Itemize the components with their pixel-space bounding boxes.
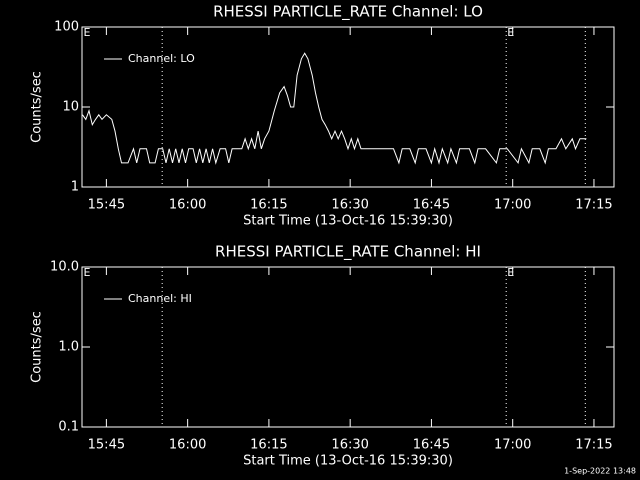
x-tick-label: 16:30 — [331, 198, 368, 213]
data-line — [82, 52, 587, 165]
y-tick-label: 10 — [62, 100, 79, 115]
x-tick-label: 16:30 — [331, 438, 368, 453]
x-tick-label: 15:45 — [88, 438, 125, 453]
x-tick-label: 16:15 — [250, 198, 287, 213]
x-axis-label: Start Time (13-Oct-16 15:39:30) — [243, 454, 453, 469]
chart-title: RHESSI PARTICLE_RATE Channel: HI — [215, 243, 481, 262]
legend-label: Channel: HI — [128, 292, 192, 305]
x-tick-label: 17:00 — [494, 198, 531, 213]
annotation: E — [84, 266, 91, 279]
footer: 1-Sep-2022 13:48 — [564, 467, 636, 476]
x-tick-label: 16:00 — [169, 438, 206, 453]
x-tick-label: 16:15 — [250, 438, 287, 453]
y-tick-label: 1.0 — [58, 340, 79, 355]
y-tick-label: 100 — [54, 20, 79, 35]
y-axis-label: Counts/sec — [30, 311, 45, 383]
y-tick-label: 0.1 — [58, 420, 79, 435]
x-tick-label: 15:45 — [88, 198, 125, 213]
x-tick-label: 17:00 — [494, 438, 531, 453]
x-axis-label: Start Time (13-Oct-16 15:39:30) — [243, 214, 453, 229]
x-tick-label: 16:00 — [169, 198, 206, 213]
x-tick-label: 16:45 — [413, 198, 450, 213]
y-tick-label: 10.0 — [50, 260, 79, 275]
annotation: E — [84, 26, 91, 39]
y-axis-label: Counts/sec — [30, 71, 45, 143]
chart-title: RHESSI PARTICLE_RATE Channel: LO — [213, 3, 483, 22]
x-tick-label: 17:15 — [575, 438, 612, 453]
y-tick-label: 1 — [71, 180, 79, 195]
x-tick-label: 17:15 — [575, 198, 612, 213]
annotation: E — [507, 26, 514, 39]
x-tick-label: 16:45 — [413, 438, 450, 453]
annotation: E — [507, 266, 514, 279]
legend-label: Channel: LO — [128, 52, 195, 65]
